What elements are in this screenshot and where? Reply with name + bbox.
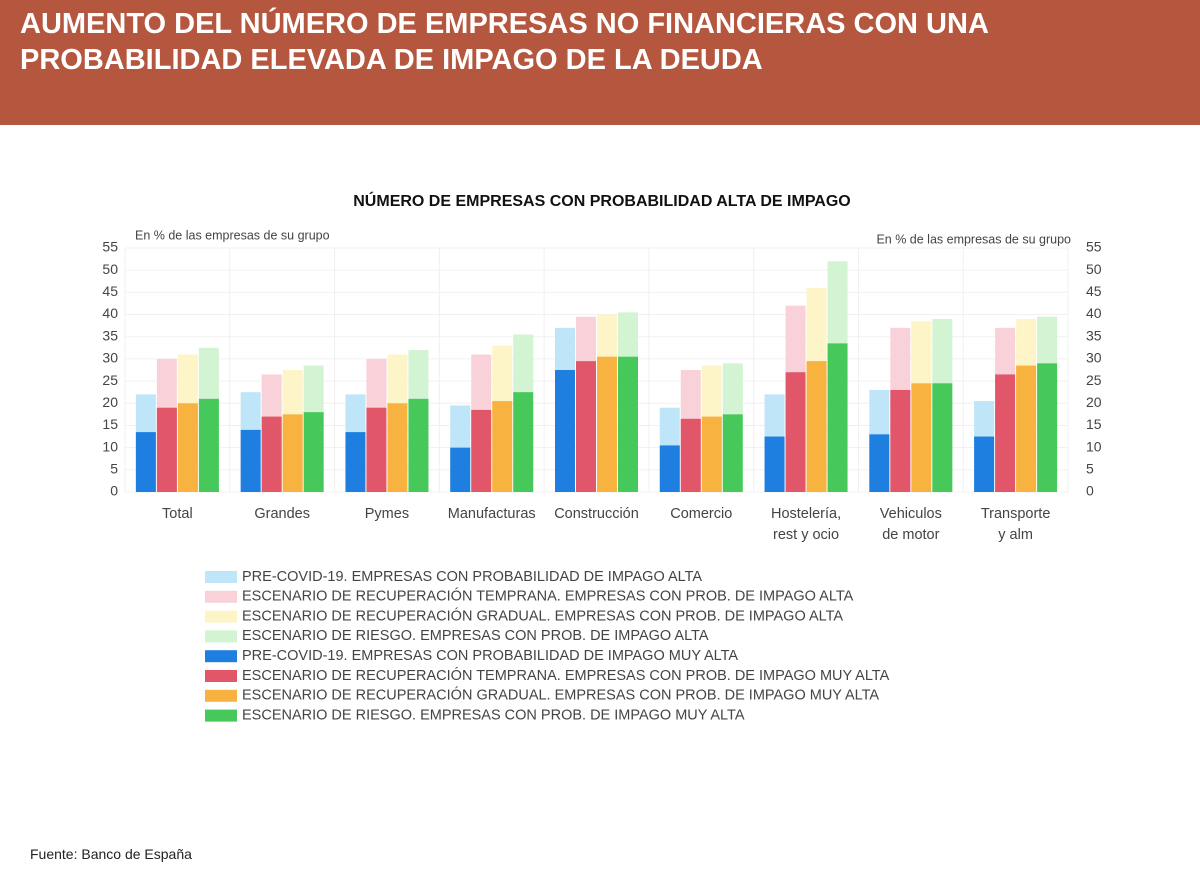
bar [513, 392, 534, 492]
legend-swatch [205, 571, 237, 583]
bar [659, 445, 680, 492]
y2-tick-label: 50 [1086, 261, 1102, 277]
bar [492, 401, 513, 492]
bar [932, 383, 953, 492]
y-tick-label: 25 [102, 372, 118, 388]
bar [764, 436, 785, 492]
y2-tick-label: 5 [1086, 461, 1094, 477]
bar [261, 416, 282, 492]
legend-label: PRE-COVID-19. EMPRESAS CON PROBABILIDAD … [242, 648, 738, 664]
y2-tick-label: 55 [1086, 239, 1102, 255]
y2-tick-label: 15 [1086, 416, 1102, 432]
x-tick-label: Total [162, 506, 193, 522]
bar [911, 383, 932, 492]
bar [555, 370, 575, 492]
y2-tick-label: 0 [1086, 483, 1094, 499]
source: Fuente: Banco de España [30, 846, 192, 862]
x-tick-label: Grandes [254, 506, 310, 522]
bar [471, 409, 492, 492]
bar [785, 372, 806, 492]
y-tick-label: 0 [110, 483, 118, 499]
legend-swatch [205, 650, 237, 663]
bar [282, 414, 303, 492]
bar [680, 418, 701, 492]
bar [1037, 363, 1058, 492]
y2-axis-label: En % de las empresas de su grupo [876, 232, 1071, 246]
bar [156, 407, 177, 492]
legend-label: ESCENARIO DE RECUPERACIÓN TEMPRANA. EMPR… [242, 588, 854, 605]
bar [366, 407, 387, 492]
y-axis-label: En % de las empresas de su grupo [135, 228, 330, 242]
y-tick-label: 10 [102, 438, 118, 454]
legend-swatch [205, 689, 237, 702]
x-tick-label: Hostelería, rest y ocio [770, 506, 842, 543]
chart-title: NÚMERO DE EMPRESAS CON PROBABILIDAD ALTA… [353, 191, 851, 210]
y-tick-label: 45 [102, 283, 118, 299]
bar [450, 447, 471, 492]
legend-swatch [205, 610, 237, 623]
y-tick-label: 55 [102, 239, 118, 255]
legend-swatch [205, 709, 237, 722]
bar [345, 432, 366, 492]
y-tick-label: 5 [110, 461, 118, 477]
legend-label: ESCENARIO DE RECUPERACIÓN GRADUAL. EMPRE… [242, 687, 879, 704]
bar [890, 389, 911, 492]
bar [576, 361, 596, 492]
bar [827, 343, 848, 492]
bar [722, 414, 743, 492]
y2-tick-label: 10 [1086, 438, 1102, 454]
y-tick-label: 35 [102, 327, 118, 343]
bar [995, 374, 1016, 492]
y2-tick-label: 45 [1086, 283, 1102, 299]
bar [135, 432, 156, 492]
y-tick-label: 30 [102, 350, 118, 366]
bar [869, 434, 890, 492]
y2-tick-label: 35 [1086, 327, 1102, 343]
bar [597, 356, 617, 492]
bar [408, 398, 429, 492]
legend-label: PRE-COVID-19. EMPRESAS CON PROBABILIDAD … [242, 569, 702, 585]
x-tick-label: Vehiculos de motor [879, 506, 942, 543]
bar [618, 356, 638, 492]
legend-swatch [205, 670, 237, 682]
bar [974, 436, 995, 492]
bar [701, 416, 722, 492]
legend-swatch [205, 630, 237, 643]
bar [303, 412, 324, 492]
x-tick-label: Construcción [554, 506, 639, 522]
y-tick-label: 50 [102, 261, 118, 277]
bar [387, 403, 408, 492]
header: AUMENTO DEL NÚMERO DE EMPRESAS NO FINANC… [0, 0, 1200, 125]
bar [198, 398, 219, 492]
x-tick-label: Comercio [670, 506, 733, 522]
y2-tick-label: 40 [1086, 305, 1102, 321]
y-tick-label: 40 [102, 305, 118, 321]
legend-label: ESCENARIO DE RIESGO. EMPRESAS CON PROB. … [242, 628, 709, 644]
page-title: AUMENTO DEL NÚMERO DE EMPRESAS NO FINANC… [20, 8, 988, 76]
y2-tick-label: 25 [1086, 372, 1102, 388]
legend-label: ESCENARIO DE RECUPERACIÓN TEMPRANA. EMPR… [242, 667, 890, 684]
x-tick-label: Manufacturas [447, 506, 536, 522]
x-tick-label: Transporte y alm [980, 506, 1051, 543]
legend-swatch [205, 590, 237, 603]
bar [177, 403, 198, 492]
x-tick-label: Pymes [364, 506, 410, 522]
y-tick-label: 15 [102, 416, 118, 432]
legend-label: ESCENARIO DE RIESGO. EMPRESAS CON PROB. … [242, 707, 745, 723]
bar [240, 429, 261, 492]
y2-tick-label: 30 [1086, 350, 1102, 366]
bar [1016, 365, 1037, 492]
y2-tick-label: 20 [1086, 394, 1102, 410]
y-tick-label: 20 [102, 394, 118, 410]
legend-label: ESCENARIO DE RECUPERACIÓN GRADUAL. EMPRE… [242, 607, 843, 624]
bar [806, 361, 827, 492]
